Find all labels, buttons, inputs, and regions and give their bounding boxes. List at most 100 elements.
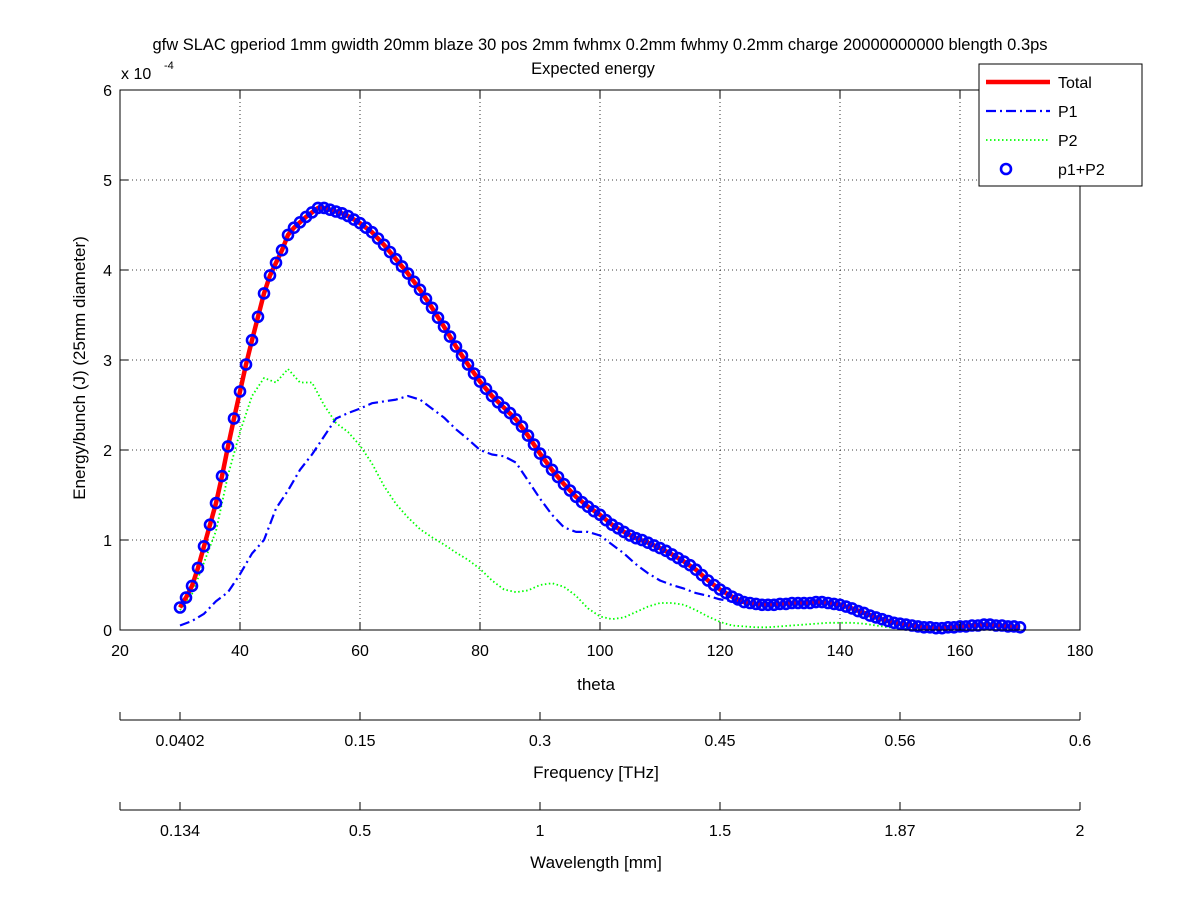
secondary-tick-label: 0.3 [529, 733, 551, 750]
data-point-marker [443, 330, 457, 343]
data-point-marker [917, 620, 931, 634]
data-point-marker [959, 620, 973, 633]
data-point-marker [239, 358, 253, 371]
data-point-marker [1007, 620, 1021, 633]
secondary-tick-label: 1.87 [884, 823, 915, 840]
x-tick-label: 100 [587, 643, 614, 660]
x-tick-label: 60 [351, 643, 369, 660]
data-point-marker [803, 596, 817, 610]
data-point-marker [893, 617, 907, 631]
legend-swatch-marker [999, 162, 1013, 176]
data-point-marker [1001, 620, 1015, 633]
data-point-marker [323, 203, 337, 216]
data-point-marker [245, 333, 259, 347]
data-point-marker [827, 597, 841, 611]
data-point-marker [407, 275, 421, 289]
data-point-marker [425, 301, 439, 315]
data-point-marker [635, 533, 649, 547]
chart-title: gfw SLAC gperiod 1mm gwidth 20mm blaze 3… [152, 36, 1047, 54]
data-point-marker [311, 201, 325, 215]
x-tick-label: 140 [827, 643, 854, 660]
grid-lines [120, 90, 1080, 630]
data-point-marker [809, 595, 823, 609]
data-point-marker [881, 614, 895, 628]
data-point-marker [551, 470, 565, 484]
data-point-marker [947, 620, 961, 634]
legend-item: P2 [986, 133, 1078, 150]
data-point-marker [383, 245, 397, 259]
data-point-marker [779, 597, 793, 611]
x-tick-label: 80 [471, 643, 489, 660]
data-point-marker [179, 591, 193, 604]
secondary-tick-label: 1 [536, 823, 545, 840]
y-tick-label: 2 [103, 443, 112, 460]
legend-label: Total [1058, 75, 1092, 92]
data-point-marker [455, 349, 469, 362]
data-point-marker [173, 601, 187, 614]
secondary-tick-label: 0.134 [160, 823, 200, 840]
data-point-marker [839, 600, 853, 613]
data-point-marker [419, 292, 433, 306]
data-point-marker [755, 598, 769, 612]
data-point-marker [521, 429, 535, 442]
data-point-marker [413, 283, 427, 297]
data-point-marker [377, 238, 391, 252]
x-axis-label: theta [577, 675, 615, 694]
series-layer [173, 201, 1027, 635]
data-point-marker [791, 596, 805, 610]
data-point-marker [437, 320, 451, 334]
data-point-marker [389, 252, 403, 266]
y-exponent-base: x 10 [121, 66, 151, 83]
y-tick-label: 5 [103, 173, 112, 190]
data-point-marker [329, 205, 343, 218]
data-point-marker [653, 541, 667, 555]
data-point-marker [623, 529, 637, 542]
y-tick-label: 0 [103, 623, 112, 640]
data-point-marker [545, 463, 559, 477]
data-point-marker [221, 440, 235, 453]
secondary-tick-label: 0.0402 [156, 733, 205, 750]
data-point-marker [641, 536, 655, 550]
secondary-tick-label: 0.6 [1069, 733, 1091, 750]
data-point-marker [851, 604, 865, 618]
data-point-marker [815, 595, 829, 609]
data-point-marker [185, 579, 199, 593]
data-point-marker [875, 612, 889, 626]
x-tick-label: 160 [947, 643, 974, 660]
data-point-marker [251, 310, 265, 324]
data-point-marker [335, 207, 349, 220]
secondary-tick-label: 0.15 [344, 733, 375, 750]
data-point-marker [233, 385, 247, 398]
data-point-marker [461, 358, 475, 371]
secondary-axes: 0.0402 0.15 0.3 0.45 0.56 0.6 Frequency [THz] 0… [119, 712, 1091, 872]
data-point-marker [887, 616, 901, 630]
y-axis-label: Energy/bunch (J) (25mm diameter) [70, 236, 89, 500]
data-point-marker [935, 621, 949, 635]
data-point-marker [527, 438, 541, 451]
data-point-marker [509, 413, 523, 426]
data-point-marker [731, 593, 745, 606]
data-point-marker [773, 597, 787, 611]
secondary-tick-label: 2 [1076, 823, 1085, 840]
legend-label: P2 [1058, 133, 1078, 150]
x-tick-label: 20 [111, 643, 129, 660]
data-point-marker [761, 598, 775, 612]
y-exponent-label: x 10 -4 [121, 60, 174, 83]
data-point-marker [467, 367, 481, 380]
data-point-marker [449, 340, 463, 353]
data-point-marker [269, 256, 283, 270]
data-point-marker [821, 596, 835, 610]
data-point-marker [263, 269, 277, 282]
data-point-marker [749, 597, 763, 611]
data-point-marker [257, 287, 271, 300]
data-point-marker [215, 469, 229, 483]
data-point-marker [929, 621, 943, 635]
secondary-axis-label: Wavelength [mm] [530, 853, 662, 872]
data-point-marker [767, 598, 781, 612]
data-point-marker [923, 620, 937, 634]
data-point-marker [647, 539, 661, 552]
y-tick-label: 3 [103, 353, 112, 370]
data-point-marker [203, 518, 217, 532]
axis-ticks: 20 40 60 80 100 120 140 160 180 0 1 2 3 4 5 6 [103, 83, 1093, 660]
